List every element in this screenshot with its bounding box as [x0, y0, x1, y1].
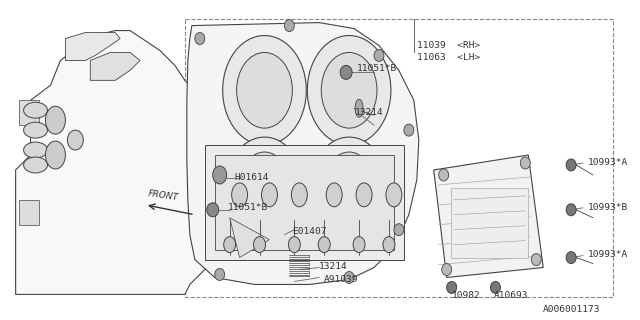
- Text: 11051*B: 11051*B: [228, 203, 268, 212]
- Ellipse shape: [24, 142, 47, 158]
- Text: 11051*B: 11051*B: [357, 64, 397, 73]
- Polygon shape: [230, 218, 269, 258]
- Bar: [19, 100, 38, 125]
- Ellipse shape: [404, 124, 414, 136]
- Text: 13214: 13214: [319, 262, 348, 271]
- Ellipse shape: [394, 224, 404, 236]
- Ellipse shape: [232, 183, 248, 207]
- Ellipse shape: [311, 137, 387, 233]
- Ellipse shape: [383, 237, 395, 252]
- Ellipse shape: [207, 203, 219, 217]
- Ellipse shape: [353, 237, 365, 252]
- Text: 10982: 10982: [452, 291, 481, 300]
- Ellipse shape: [24, 102, 47, 118]
- Text: A91039: A91039: [324, 275, 359, 284]
- Ellipse shape: [566, 252, 576, 264]
- Bar: [451, 188, 528, 258]
- Ellipse shape: [490, 282, 500, 293]
- Text: 13214: 13214: [355, 108, 384, 117]
- Text: A10693: A10693: [493, 291, 528, 300]
- Polygon shape: [187, 23, 419, 284]
- Ellipse shape: [326, 183, 342, 207]
- Ellipse shape: [356, 183, 372, 207]
- Polygon shape: [15, 31, 244, 294]
- Ellipse shape: [24, 157, 47, 173]
- Text: FRONT: FRONT: [147, 188, 179, 202]
- Ellipse shape: [262, 183, 277, 207]
- Ellipse shape: [45, 141, 65, 169]
- Ellipse shape: [307, 36, 391, 145]
- Bar: [215, 155, 394, 250]
- Ellipse shape: [447, 282, 456, 293]
- Ellipse shape: [321, 52, 377, 128]
- Ellipse shape: [531, 253, 541, 266]
- Ellipse shape: [284, 20, 294, 32]
- Polygon shape: [65, 33, 120, 60]
- Ellipse shape: [520, 157, 531, 169]
- Bar: [19, 200, 38, 225]
- Ellipse shape: [289, 237, 300, 252]
- Ellipse shape: [67, 130, 83, 150]
- Ellipse shape: [224, 237, 236, 252]
- Ellipse shape: [212, 166, 227, 184]
- Ellipse shape: [324, 152, 374, 218]
- Polygon shape: [90, 52, 140, 80]
- Ellipse shape: [195, 33, 205, 44]
- Ellipse shape: [344, 271, 354, 284]
- Text: 10993*A: 10993*A: [588, 158, 628, 167]
- Ellipse shape: [45, 106, 65, 134]
- Ellipse shape: [223, 36, 307, 145]
- Text: 11039  <RH>: 11039 <RH>: [417, 41, 480, 50]
- Ellipse shape: [386, 183, 402, 207]
- Ellipse shape: [566, 159, 576, 171]
- Ellipse shape: [239, 152, 289, 218]
- Ellipse shape: [374, 50, 384, 61]
- Ellipse shape: [318, 237, 330, 252]
- Ellipse shape: [227, 137, 302, 233]
- Ellipse shape: [355, 99, 363, 117]
- Ellipse shape: [442, 264, 452, 276]
- Text: H01614: H01614: [235, 173, 269, 182]
- Text: 10993*B: 10993*B: [588, 203, 628, 212]
- Bar: [185, 19, 613, 297]
- Ellipse shape: [24, 122, 47, 138]
- Ellipse shape: [291, 183, 307, 207]
- Bar: [205, 145, 404, 260]
- Text: E01407: E01407: [292, 227, 327, 236]
- Polygon shape: [434, 155, 543, 277]
- Ellipse shape: [566, 204, 576, 216]
- Ellipse shape: [340, 65, 352, 79]
- Ellipse shape: [253, 237, 266, 252]
- Ellipse shape: [215, 268, 225, 280]
- Text: A006001173: A006001173: [543, 305, 601, 314]
- Ellipse shape: [237, 52, 292, 128]
- Ellipse shape: [438, 169, 449, 181]
- Text: 10993*A: 10993*A: [588, 250, 628, 259]
- Text: 11063  <LH>: 11063 <LH>: [417, 53, 480, 62]
